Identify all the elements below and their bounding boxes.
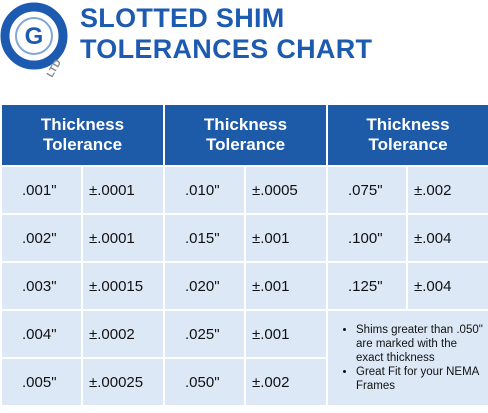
header-text: Thickness — [203, 115, 288, 134]
tolerance-cell: ±.001 — [244, 213, 328, 263]
tolerance-cell: ±.0001 — [81, 213, 165, 263]
table-row: .005" ±.00025.050" ±.002 — [0, 357, 488, 407]
title: SLOTTED SHIM TOLERANCES CHART — [80, 3, 372, 65]
table-row: .002" ±.0001.015" ±.001.100" ±.004 — [0, 213, 488, 263]
tolerance-cell: ±.0005 — [244, 165, 328, 215]
header-cell: Thickness Tolerance — [163, 105, 328, 166]
logo: G LTD — [0, 2, 68, 80]
logo-letter: G — [25, 23, 44, 50]
header-text: Tolerance — [205, 135, 286, 154]
tolerance-cell: ±.002 — [406, 165, 488, 215]
notes-cell: Shims greater than .050" are marked with… — [326, 309, 488, 407]
note: Great Fit for your NEMA Frames — [356, 365, 484, 393]
tolerance-cell: ±.0001 — [81, 165, 165, 215]
header-cell: Thickness Tolerance — [0, 105, 165, 166]
thickness-cell: .100" — [326, 213, 408, 263]
header-row: Thickness Tolerance Thickness Tolerance Thic… — [0, 105, 488, 166]
header-text: Thickness — [366, 115, 450, 134]
tolerance-cell: ±.00025 — [81, 357, 165, 407]
tolerance-cell: ±.0002 — [81, 309, 165, 359]
notes-list: Shims greater than .050" are marked with… — [342, 323, 484, 393]
tolerance-cell: ±.00015 — [81, 261, 165, 311]
header-text: Tolerance — [42, 135, 123, 154]
note: Shims greater than .050" are marked with… — [356, 323, 484, 365]
header-cell: Thickness Tolerance — [326, 105, 488, 166]
thickness-cell: .075" — [326, 165, 408, 215]
header-text: Thickness — [40, 115, 125, 134]
tolerance-cell: ±.004 — [406, 213, 488, 263]
thickness-cell: .001" — [0, 165, 83, 215]
thickness-cell: .020" — [163, 261, 246, 311]
title-line: TOLERANCES CHART — [80, 34, 373, 64]
thickness-cell: .003" — [0, 261, 83, 311]
thickness-cell: .125" — [326, 261, 408, 311]
tolerance-cell: ±.001 — [244, 261, 328, 311]
thickness-cell: .050" — [163, 357, 246, 407]
table-row: .004"±.0002.025"±.001 Shims greater than … — [0, 309, 488, 407]
table-row: .001" ±.0001.010" ±.0005.075" ±.002 — [0, 165, 488, 215]
tolerance-cell: ±.002 — [244, 357, 328, 407]
table-row: .003" ±.00015.020" ±.001.125" ±.004 — [0, 261, 488, 311]
title-line: SLOTTED SHIM — [80, 3, 285, 33]
logo-ring — [0, 2, 68, 70]
tolerance-cell: ±.004 — [406, 261, 488, 311]
tolerance-table: Thickness Tolerance Thickness Tolerance Thic… — [0, 105, 488, 407]
header-text: Tolerance — [368, 135, 448, 154]
tolerance-cell: ±.001 — [244, 309, 328, 359]
thickness-cell: .005" — [0, 357, 83, 407]
thickness-cell: .010" — [163, 165, 246, 215]
thickness-cell: .004" — [0, 309, 83, 359]
thickness-cell: .025" — [163, 309, 246, 359]
thickness-cell: .015" — [163, 213, 246, 263]
thickness-cell: .002" — [0, 213, 83, 263]
logo-inner — [15, 17, 53, 55]
